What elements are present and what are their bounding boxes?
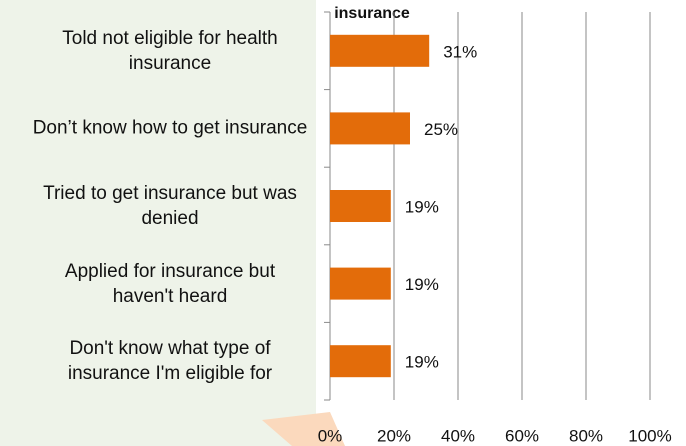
x-tick-label: 0% <box>318 426 343 445</box>
decoration <box>262 412 345 446</box>
category-label: Tried to get insurance but was denied <box>43 183 297 229</box>
bar <box>330 345 391 378</box>
x-tick-label: 100% <box>628 426 671 445</box>
chart-title: insurance <box>334 5 410 22</box>
data-label: 25% <box>424 120 458 139</box>
data-label: 31% <box>443 42 477 61</box>
bar <box>330 34 430 67</box>
data-label: 19% <box>405 275 439 294</box>
plot-background <box>316 0 686 446</box>
x-tick-label: 40% <box>441 426 475 445</box>
bar <box>330 190 391 222</box>
category-label: Told not eligible for health insurance <box>62 27 278 74</box>
bar <box>330 112 410 145</box>
data-label: 19% <box>405 353 439 372</box>
bar <box>330 267 391 300</box>
x-tick-label: 20% <box>377 426 411 445</box>
category-label: Applied for insurance but haven't heard <box>64 260 276 307</box>
data-label: 19% <box>405 197 439 216</box>
x-tick-label: 80% <box>569 426 603 445</box>
category-label: Don't know what type of insurance I'm el… <box>67 338 273 385</box>
x-tick-label: 60% <box>505 426 539 445</box>
category-label: Don’t know how to get insurance <box>32 117 308 139</box>
